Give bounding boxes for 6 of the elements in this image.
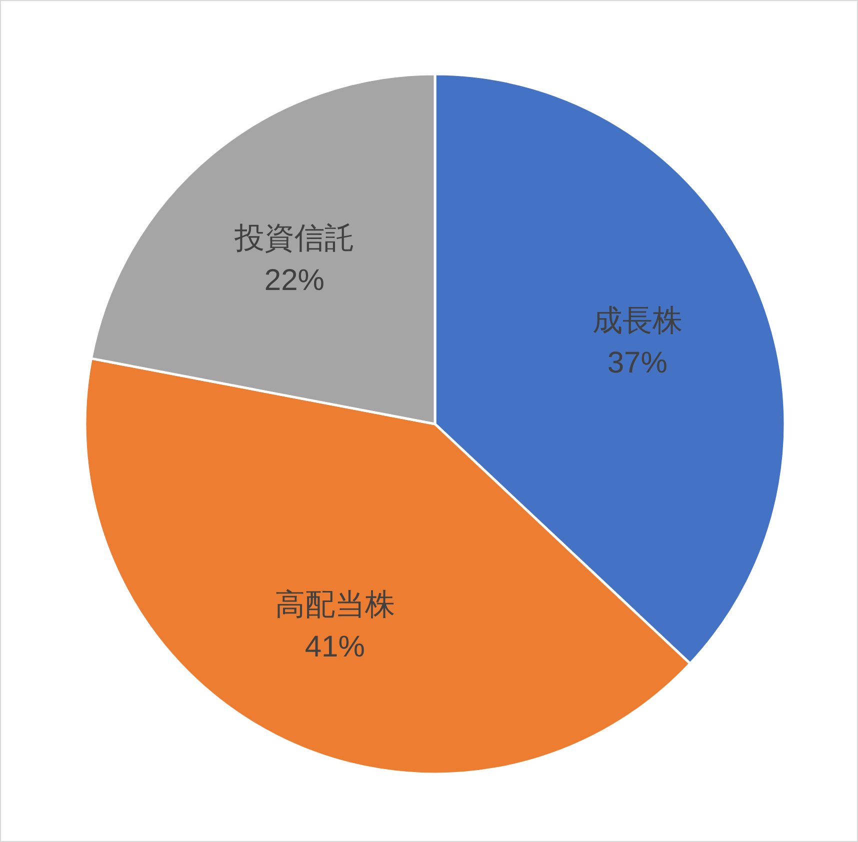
slice-label: 成長株 [592,303,682,338]
data-label: 22% [264,264,324,298]
data-label: 41% [304,630,365,664]
slice-label: 高配当株 [274,587,395,622]
slice-label: 投資信託 [233,221,354,256]
data-label: 37% [607,346,668,380]
